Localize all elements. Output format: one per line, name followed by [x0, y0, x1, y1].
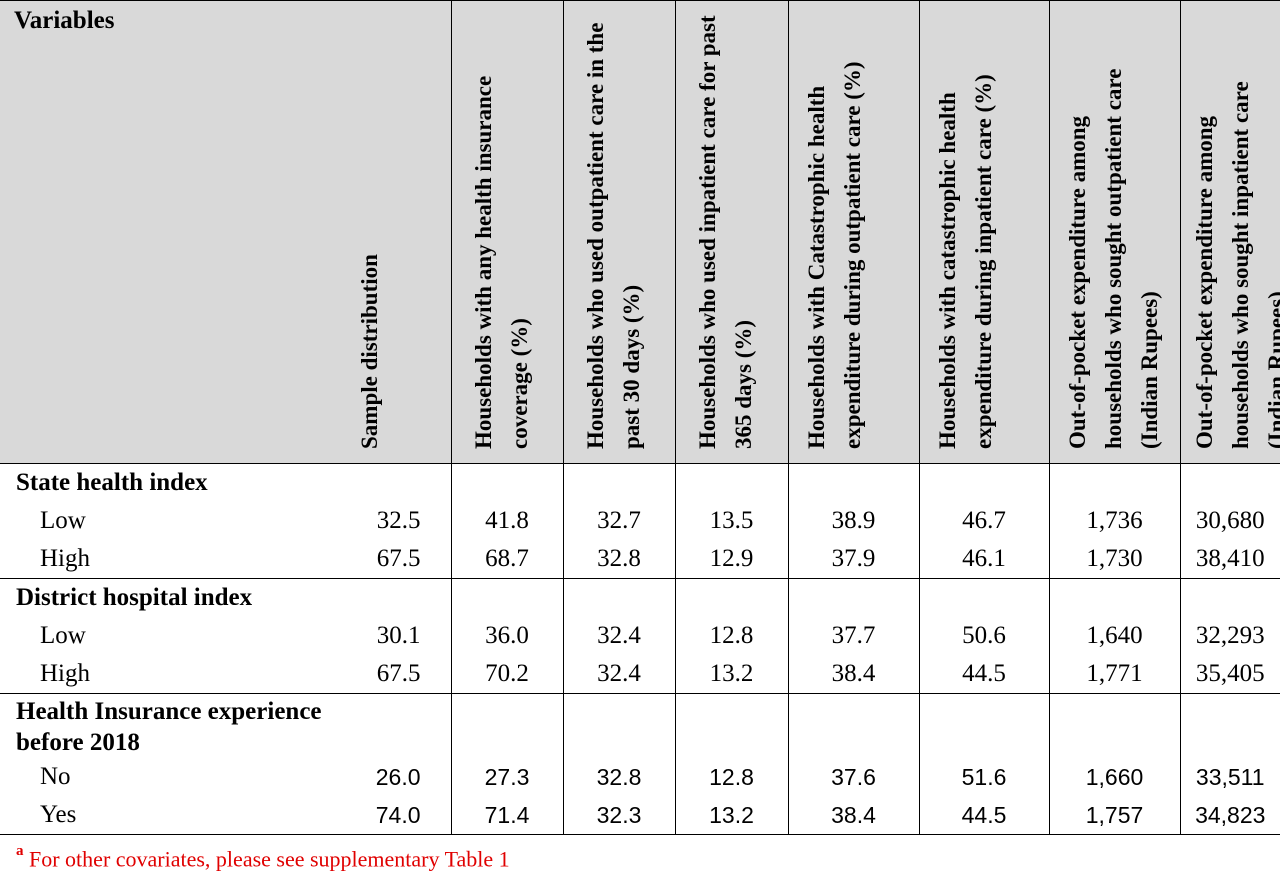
cell: 1,660 — [1048, 758, 1180, 796]
cell: 68.7 — [450, 540, 563, 579]
cell: 51.6 — [918, 758, 1049, 796]
cell: 1,736 — [1048, 502, 1180, 540]
cell: 71.4 — [450, 796, 563, 835]
cell: 27.3 — [450, 758, 563, 796]
col-header-oop-inpatient: Out-of-pocket expenditure among househol… — [1179, 0, 1280, 464]
col-header-sample-distribution: Sample distribution — [357, 254, 382, 449]
cell: 1,757 — [1048, 796, 1180, 835]
section-title: Health Insurance experience before 2018 — [0, 693, 451, 758]
cell: 32.5 — [376, 507, 421, 534]
cell: 32.8 — [562, 758, 675, 796]
col-header-insurance: Households with any health insurance cov… — [450, 0, 563, 464]
header-row: Variables Sample distribution Households… — [0, 0, 1280, 464]
table-row: Yes 74.0 71.4 32.3 13.2 38.4 44.5 1,757 … — [0, 796, 1280, 835]
col-header-oop-inpatient-text: Out-of-pocket expenditure among househol… — [1191, 81, 1280, 449]
col-header-che-outpatient-text: Households with Catastrophic health expe… — [803, 61, 865, 449]
cell: 44.5 — [918, 796, 1049, 835]
cell: 30,680 — [1179, 502, 1280, 540]
cell: 12.8 — [674, 617, 788, 655]
table-row: Low 30.1 36.0 32.4 12.8 37.7 50.6 1,640 … — [0, 617, 1280, 655]
section-state-health-index: State health index — [0, 463, 1280, 502]
cell: 67.5 — [376, 545, 421, 572]
row-label: Yes — [0, 796, 340, 835]
cell: 35,405 — [1179, 655, 1280, 694]
col-header-inpatient-text: Households who used inpatient care for p… — [694, 15, 756, 449]
row-label: Low — [40, 622, 86, 649]
section-title: District hospital index — [0, 578, 451, 617]
cell: 32.8 — [562, 540, 675, 579]
cell: 13.2 — [674, 796, 788, 835]
section-health-insurance-experience: Health Insurance experience before 2018 — [0, 693, 1280, 758]
cell: 33,511 — [1179, 758, 1280, 796]
row-label: High — [40, 660, 90, 687]
cell: 32.7 — [562, 502, 675, 540]
cell: 50.6 — [918, 617, 1049, 655]
col-header-inpatient: Households who used inpatient care for p… — [674, 0, 788, 464]
cell: 38.4 — [787, 796, 919, 835]
cell: 37.9 — [787, 540, 919, 579]
col-header-outpatient: Households who used outpatient care in t… — [562, 0, 675, 464]
cell: 41.8 — [450, 502, 563, 540]
cell: 38,410 — [1179, 540, 1280, 579]
table-row: Low 32.5 41.8 32.7 13.5 38.9 46.7 1,736 … — [0, 502, 1280, 540]
cell: 74.0 — [340, 796, 451, 835]
row-label: No — [40, 763, 71, 790]
cell: 32.4 — [562, 617, 675, 655]
col-header-oop-outpatient-text: Out-of-pocket expenditure among househol… — [1064, 68, 1162, 449]
footnote-text: For other covariates, please see supplem… — [29, 846, 510, 872]
footnote-marker: a — [16, 843, 24, 859]
table-footnote: a For other covariates, please see suppl… — [16, 843, 510, 872]
section-district-hospital-index: District hospital index — [0, 578, 1280, 617]
cell: 67.5 — [376, 660, 421, 687]
cell: 1,640 — [1048, 617, 1180, 655]
cell: 13.5 — [674, 502, 788, 540]
table-row: High 67.5 68.7 32.8 12.9 37.9 46.1 1,730… — [0, 540, 1280, 579]
cell: 1,771 — [1048, 655, 1180, 694]
cell: 32.3 — [562, 796, 675, 835]
section-title: State health index — [16, 469, 208, 496]
cell: 36.0 — [450, 617, 563, 655]
variables-heading: Variables — [14, 7, 115, 34]
cell: 46.1 — [918, 540, 1049, 579]
cell: 32,293 — [1179, 617, 1280, 655]
cell: 13.2 — [674, 655, 788, 694]
cell: 38.9 — [787, 502, 919, 540]
col-header-insurance-text: Households with any health insurance cov… — [470, 75, 532, 449]
header-variables: Variables Sample distribution — [0, 0, 451, 464]
cell: 46.7 — [918, 502, 1049, 540]
section-title-line2: before 2018 — [16, 729, 140, 756]
cell: 44.5 — [918, 655, 1049, 694]
cell: 26.0 — [375, 763, 421, 790]
results-table: Variables Sample distribution Households… — [0, 0, 1280, 835]
cell: 37.6 — [787, 758, 919, 796]
table-row: High 67.5 70.2 32.4 13.2 38.4 44.5 1,771… — [0, 655, 1280, 694]
cell: 34,823 — [1179, 796, 1280, 835]
row-label: Low — [40, 507, 86, 534]
table-row: No 26.0 27.3 32.8 12.8 37.6 51.6 1,660 3… — [0, 758, 1280, 796]
col-header-outpatient-text: Households who used outpatient care in t… — [582, 22, 644, 449]
cell: 32.4 — [562, 655, 675, 694]
col-header-oop-outpatient: Out-of-pocket expenditure among househol… — [1048, 0, 1180, 464]
cell: 38.4 — [787, 655, 919, 694]
cell: 12.9 — [674, 540, 788, 579]
col-header-che-inpatient-text: Households with catastrophic health expe… — [934, 74, 996, 449]
row-label: High — [40, 545, 90, 572]
col-header-che-outpatient: Households with Catastrophic health expe… — [787, 0, 919, 464]
cell: 1,730 — [1048, 540, 1180, 579]
cell: 70.2 — [450, 655, 563, 694]
cell: 37.7 — [787, 617, 919, 655]
cell: 12.8 — [674, 758, 788, 796]
col-header-che-inpatient: Households with catastrophic health expe… — [918, 0, 1049, 464]
section-title-line1: Health Insurance experience — [16, 698, 322, 725]
cell: 30.1 — [376, 622, 421, 649]
